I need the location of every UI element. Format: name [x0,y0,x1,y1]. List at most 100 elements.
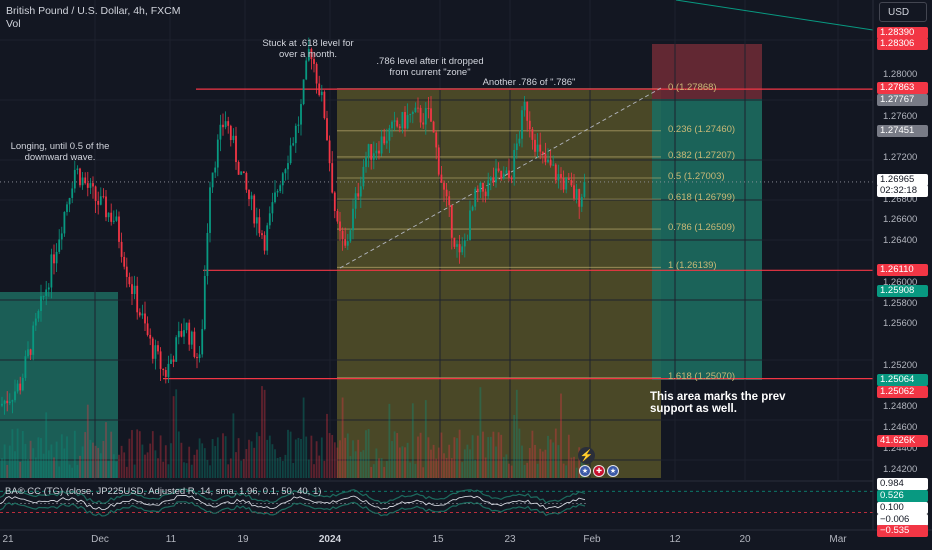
candle-body [406,115,409,129]
candle-body [281,173,284,186]
volume-bar [66,436,68,478]
volume-bar [557,445,560,478]
candle-body [424,108,427,125]
us-flag-icon[interactable]: ★ [579,465,591,477]
price-tag: 1.25064 [877,374,928,386]
volume-bar [422,467,425,478]
volume-bar [370,467,373,478]
time-tick: 15 [432,534,444,545]
candle-body [409,114,412,116]
volume-bar [344,437,347,478]
volume-bar [151,431,154,478]
annotation-786-zone[interactable]: .786 level after it dropped from current… [376,56,484,78]
candle-body [375,150,378,154]
volume-bar [466,444,469,478]
candle-body [128,276,131,285]
volume-bar [318,455,321,478]
volume-bar [55,441,58,478]
volume-bar [21,430,24,478]
volume-bar [575,467,578,478]
volume-bar [570,457,573,478]
volume-bar [40,438,42,478]
lightning-icon[interactable]: ⚡ [578,447,595,464]
candle-body [505,170,508,174]
candle-body [476,188,479,193]
volume-bar [484,457,487,478]
volume-bar [406,442,409,478]
candle-body [292,143,295,146]
price-tick: 1.25200 [883,360,918,371]
candle-body [357,193,360,197]
annotation-prev-support[interactable]: This area marks the prev support as well… [650,391,786,415]
candle-body [359,186,362,197]
price-tick: 1.27600 [883,111,918,122]
price-tick: 1.24600 [883,422,918,433]
candle-body [276,191,279,193]
candle-body [554,164,557,181]
volume-bar [482,431,484,478]
volume-bar [123,452,126,478]
candle-body [302,79,305,105]
volume-bar [170,443,172,478]
symbol-title[interactable]: British Pound / U.S. Dollar, 4h, FXCM [6,5,181,17]
annotation-another-786[interactable]: Another .786 of ".786" [482,77,576,88]
price-tick: 1.24200 [883,464,918,475]
indicator-legend[interactable]: BA® CC (TG) (close, JP225USD, Adjusted R… [5,486,322,497]
currency-button[interactable]: USD [879,2,927,22]
volume-bar [471,435,474,478]
candle-body [180,331,183,337]
annotation-stuck[interactable]: Stuck at .618 level for over a month. [262,38,354,60]
candle-body [16,383,19,392]
price-tag: 1.25908 [877,285,928,297]
candle-body [305,60,308,80]
time-tick: 19 [237,534,249,545]
volume-bar [232,413,235,478]
volume-bar [547,435,549,478]
candle-body [435,132,438,148]
candle-body [154,345,157,359]
volume-bar [411,403,414,478]
candle-body [378,150,380,154]
volume-bar [313,464,315,478]
volume-bar [235,452,237,478]
volume-bar [307,459,310,478]
candle-body [245,172,248,190]
volume-bar [6,464,9,478]
candle-body [573,185,575,199]
candle-body [92,183,94,187]
candle-body [279,185,282,192]
price-tag: 1.26110 [877,264,928,276]
candle-body [500,170,503,179]
time-tick: 11 [165,534,177,545]
volume-bar [393,431,396,478]
candle-body [401,112,404,129]
candle-body [136,285,139,313]
volume-bar [216,437,219,478]
volume-bar [94,445,97,478]
candle-body [562,178,565,190]
candle-body [211,172,214,188]
us-flag-icon[interactable]: ★ [607,465,619,477]
volume-bar [128,438,131,478]
volume-bar [528,448,531,478]
volume-bar [294,439,297,478]
volume-bar [554,428,557,478]
candle-body [300,104,302,125]
volume-bar [469,449,471,478]
volume-bar [539,448,542,478]
candle-body [250,195,253,200]
volume-bar [367,429,370,478]
gb-flag-icon[interactable]: ✚ [593,465,605,477]
candle-body [326,118,328,141]
volume-bar [183,462,185,478]
candle-body [422,122,425,125]
candle-body [393,120,396,122]
price-tag: 0.984 [877,478,928,490]
time-tick: 2024 [318,534,342,545]
annotation-longing[interactable]: Longing, until 0.5 of the downward wave. [10,141,110,163]
candle-body [73,169,76,189]
volume-bar [45,412,48,478]
volume-bar [201,443,204,478]
